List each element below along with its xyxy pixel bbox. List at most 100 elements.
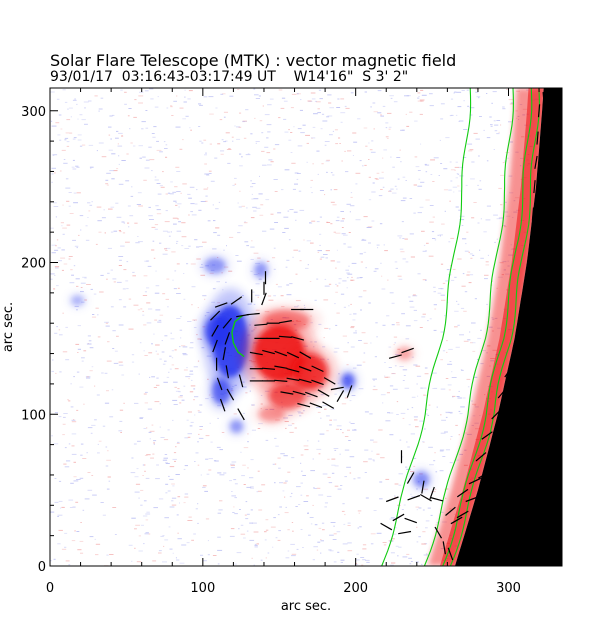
noise-speckle [162, 230, 168, 232]
noise-speckle [393, 101, 398, 103]
noise-speckle [73, 376, 75, 378]
noise-speckle [118, 183, 124, 185]
noise-speckle [196, 334, 198, 336]
noise-speckle [159, 358, 162, 360]
noise-speckle [144, 464, 146, 466]
noise-speckle [252, 206, 257, 208]
noise-speckle [59, 139, 62, 141]
noise-speckle [255, 142, 257, 144]
noise-speckle [324, 278, 327, 280]
noise-speckle [425, 250, 427, 252]
noise-speckle [173, 288, 177, 290]
field-vector [311, 379, 324, 386]
noise-speckle [399, 237, 402, 239]
field-vector [336, 390, 345, 402]
noise-speckle [197, 410, 200, 412]
noise-speckle [311, 192, 313, 194]
noise-speckle [286, 284, 290, 286]
noise-speckle [165, 210, 168, 212]
noise-speckle [207, 378, 209, 380]
noise-speckle [332, 174, 335, 176]
noise-speckle [135, 524, 140, 526]
noise-speckle [335, 283, 337, 285]
noise-speckle [182, 354, 188, 356]
noise-speckle [469, 114, 473, 116]
noise-speckle [391, 324, 395, 326]
noise-speckle [430, 159, 435, 161]
noise-speckle [366, 227, 372, 228]
noise-speckle [420, 100, 424, 102]
noise-speckle [134, 491, 140, 493]
noise-speckle [175, 126, 181, 128]
noise-speckle [410, 471, 415, 472]
noise-speckle [176, 230, 182, 232]
noise-speckle [184, 437, 189, 439]
noise-speckle [64, 546, 67, 548]
noise-speckle [507, 157, 509, 159]
noise-speckle [423, 394, 427, 396]
noise-speckle [389, 412, 394, 414]
noise-speckle [116, 281, 122, 283]
noise-speckle [67, 399, 69, 401]
noise-speckle [371, 140, 374, 142]
noise-speckle [240, 524, 244, 526]
noise-speckle [207, 220, 211, 222]
noise-speckle [79, 477, 84, 479]
noise-speckle [355, 330, 357, 332]
noise-speckle [184, 96, 186, 98]
noise-speckle [346, 272, 350, 274]
noise-speckle [394, 483, 399, 485]
noise-speckle [66, 460, 71, 462]
field-vector [212, 339, 218, 353]
noise-speckle [418, 536, 421, 538]
noise-speckle [362, 238, 365, 240]
field-vector [311, 365, 324, 373]
field-vector [298, 378, 312, 384]
noise-speckle [212, 288, 216, 290]
noise-speckle [455, 114, 458, 116]
noise-speckle [327, 476, 331, 478]
field-vector [238, 374, 244, 388]
noise-speckle [54, 412, 58, 414]
noise-speckle [163, 439, 169, 441]
field-vector [322, 401, 335, 409]
noise-speckle [234, 513, 238, 515]
noise-speckle [402, 176, 406, 178]
noise-speckle [324, 502, 328, 504]
noise-speckle [143, 428, 147, 429]
noise-speckle [467, 271, 471, 273]
noise-speckle [303, 304, 305, 306]
field-vector [531, 271, 535, 285]
noise-speckle [508, 121, 512, 123]
noise-speckle [96, 394, 100, 396]
noise-speckle [316, 221, 320, 223]
negative-polarity-region [199, 308, 238, 354]
noise-speckle [121, 221, 125, 223]
field-vector [274, 350, 288, 357]
noise-speckle [98, 108, 103, 110]
noise-speckle [483, 129, 485, 131]
noise-speckle [320, 128, 323, 130]
noise-speckle [188, 516, 192, 518]
noise-speckle [76, 409, 79, 411]
noise-speckle [214, 460, 219, 462]
noise-speckle [477, 337, 482, 339]
noise-speckle [104, 321, 109, 323]
noise-speckle [426, 242, 429, 244]
noise-speckle [228, 148, 231, 150]
noise-speckle [73, 192, 77, 194]
noise-speckle [194, 239, 198, 241]
noise-speckle [143, 500, 147, 502]
field-vector [317, 389, 330, 397]
noise-speckle [351, 395, 356, 396]
noise-speckle [288, 139, 292, 141]
limb-contour [449, 88, 540, 566]
noise-speckle [253, 252, 259, 254]
noise-speckle [381, 288, 386, 290]
noise-speckle [420, 143, 422, 145]
noise-speckle [373, 385, 376, 387]
noise-speckle [475, 91, 479, 93]
noise-speckle [107, 247, 112, 249]
noise-speckle [291, 423, 295, 425]
noise-speckle [424, 164, 430, 166]
